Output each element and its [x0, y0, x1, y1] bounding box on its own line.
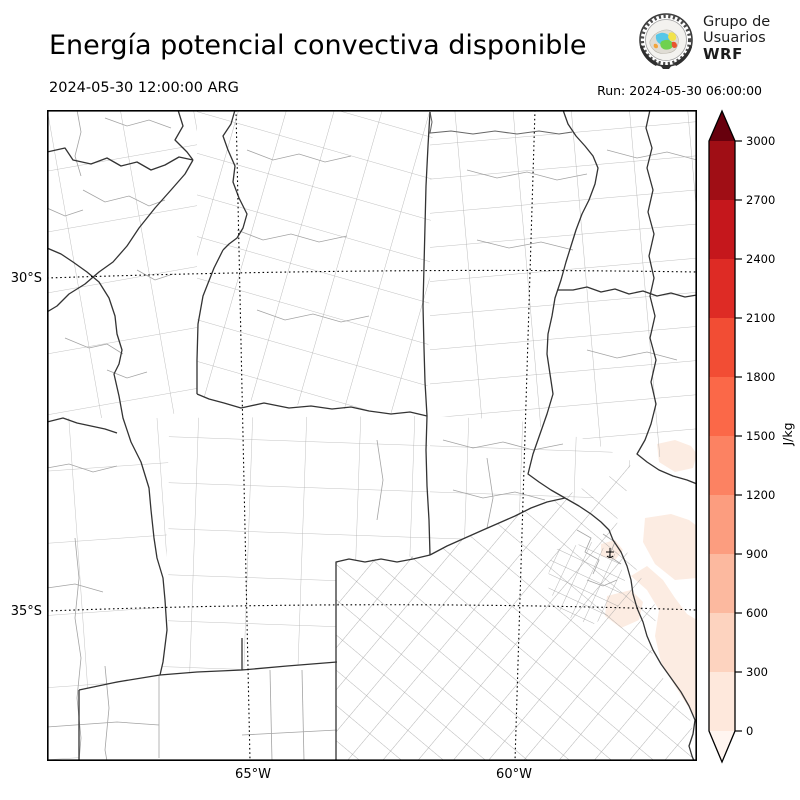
colorbar-tick-300: 300: [746, 665, 768, 679]
logo-line-1: Grupo de: [703, 14, 771, 30]
globe-emblem-icon: [639, 13, 693, 69]
colorbar-tick-0: 0: [746, 724, 754, 738]
wrf-users-group-logo: [636, 11, 796, 73]
cape-map: [46, 109, 698, 762]
page-title: Energía potencial convectiva disponible: [49, 30, 587, 61]
colorbar-over-arrow: [709, 111, 735, 141]
colorbar-tick-1500: 1500: [746, 429, 776, 443]
colorbar-tick-2100: 2100: [746, 311, 776, 325]
department-boundaries: [46, 109, 698, 762]
model-run-label: Run: 2024-05-30 06:00:00: [597, 83, 762, 98]
colorbar-tickmarks: [735, 140, 742, 732]
colorbar-tick-1800: 1800: [746, 370, 776, 384]
colorbar-tick-2400: 2400: [746, 252, 776, 266]
colorbar-tick-900: 900: [746, 547, 768, 561]
y-tick-30s: 30°S: [10, 271, 42, 286]
logo-text: Grupo de Usuarios WRF: [703, 14, 770, 62]
colorbar-tick-1200: 1200: [746, 488, 776, 502]
colorbar-unit-label: J/kg: [780, 422, 795, 446]
colorbar-tick-2700: 2700: [746, 193, 776, 207]
graticule: [46, 109, 698, 762]
map-frame: [47, 110, 698, 762]
x-tick-60w: 60°W: [496, 767, 532, 782]
colorbar: [708, 109, 742, 764]
logo-line-2: Usuarios: [703, 30, 766, 46]
city-marker-icon: [606, 548, 614, 558]
colorbar-segments: [709, 141, 735, 731]
medium-border: [429, 111, 573, 135]
colorbar-tick-600: 600: [746, 606, 768, 620]
logo-line-3: WRF: [703, 45, 743, 63]
valid-time-label: 2024-05-30 12:00:00 ARG: [49, 80, 239, 96]
y-tick-35s: 35°S: [10, 604, 42, 619]
colorbar-under-arrow: [709, 731, 735, 762]
map-panel: [46, 109, 698, 762]
province-boundaries: [46, 109, 698, 762]
colorbar-tick-3000: 3000: [746, 134, 776, 148]
x-tick-65w: 65°W: [235, 767, 271, 782]
